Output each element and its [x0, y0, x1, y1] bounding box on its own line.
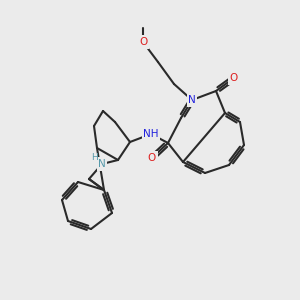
- Text: N: N: [188, 95, 196, 105]
- Text: O: O: [139, 37, 147, 47]
- Text: O: O: [230, 73, 238, 83]
- Text: O: O: [148, 153, 156, 163]
- Text: H: H: [91, 152, 98, 161]
- Text: NH: NH: [143, 129, 159, 139]
- Text: N: N: [98, 159, 106, 169]
